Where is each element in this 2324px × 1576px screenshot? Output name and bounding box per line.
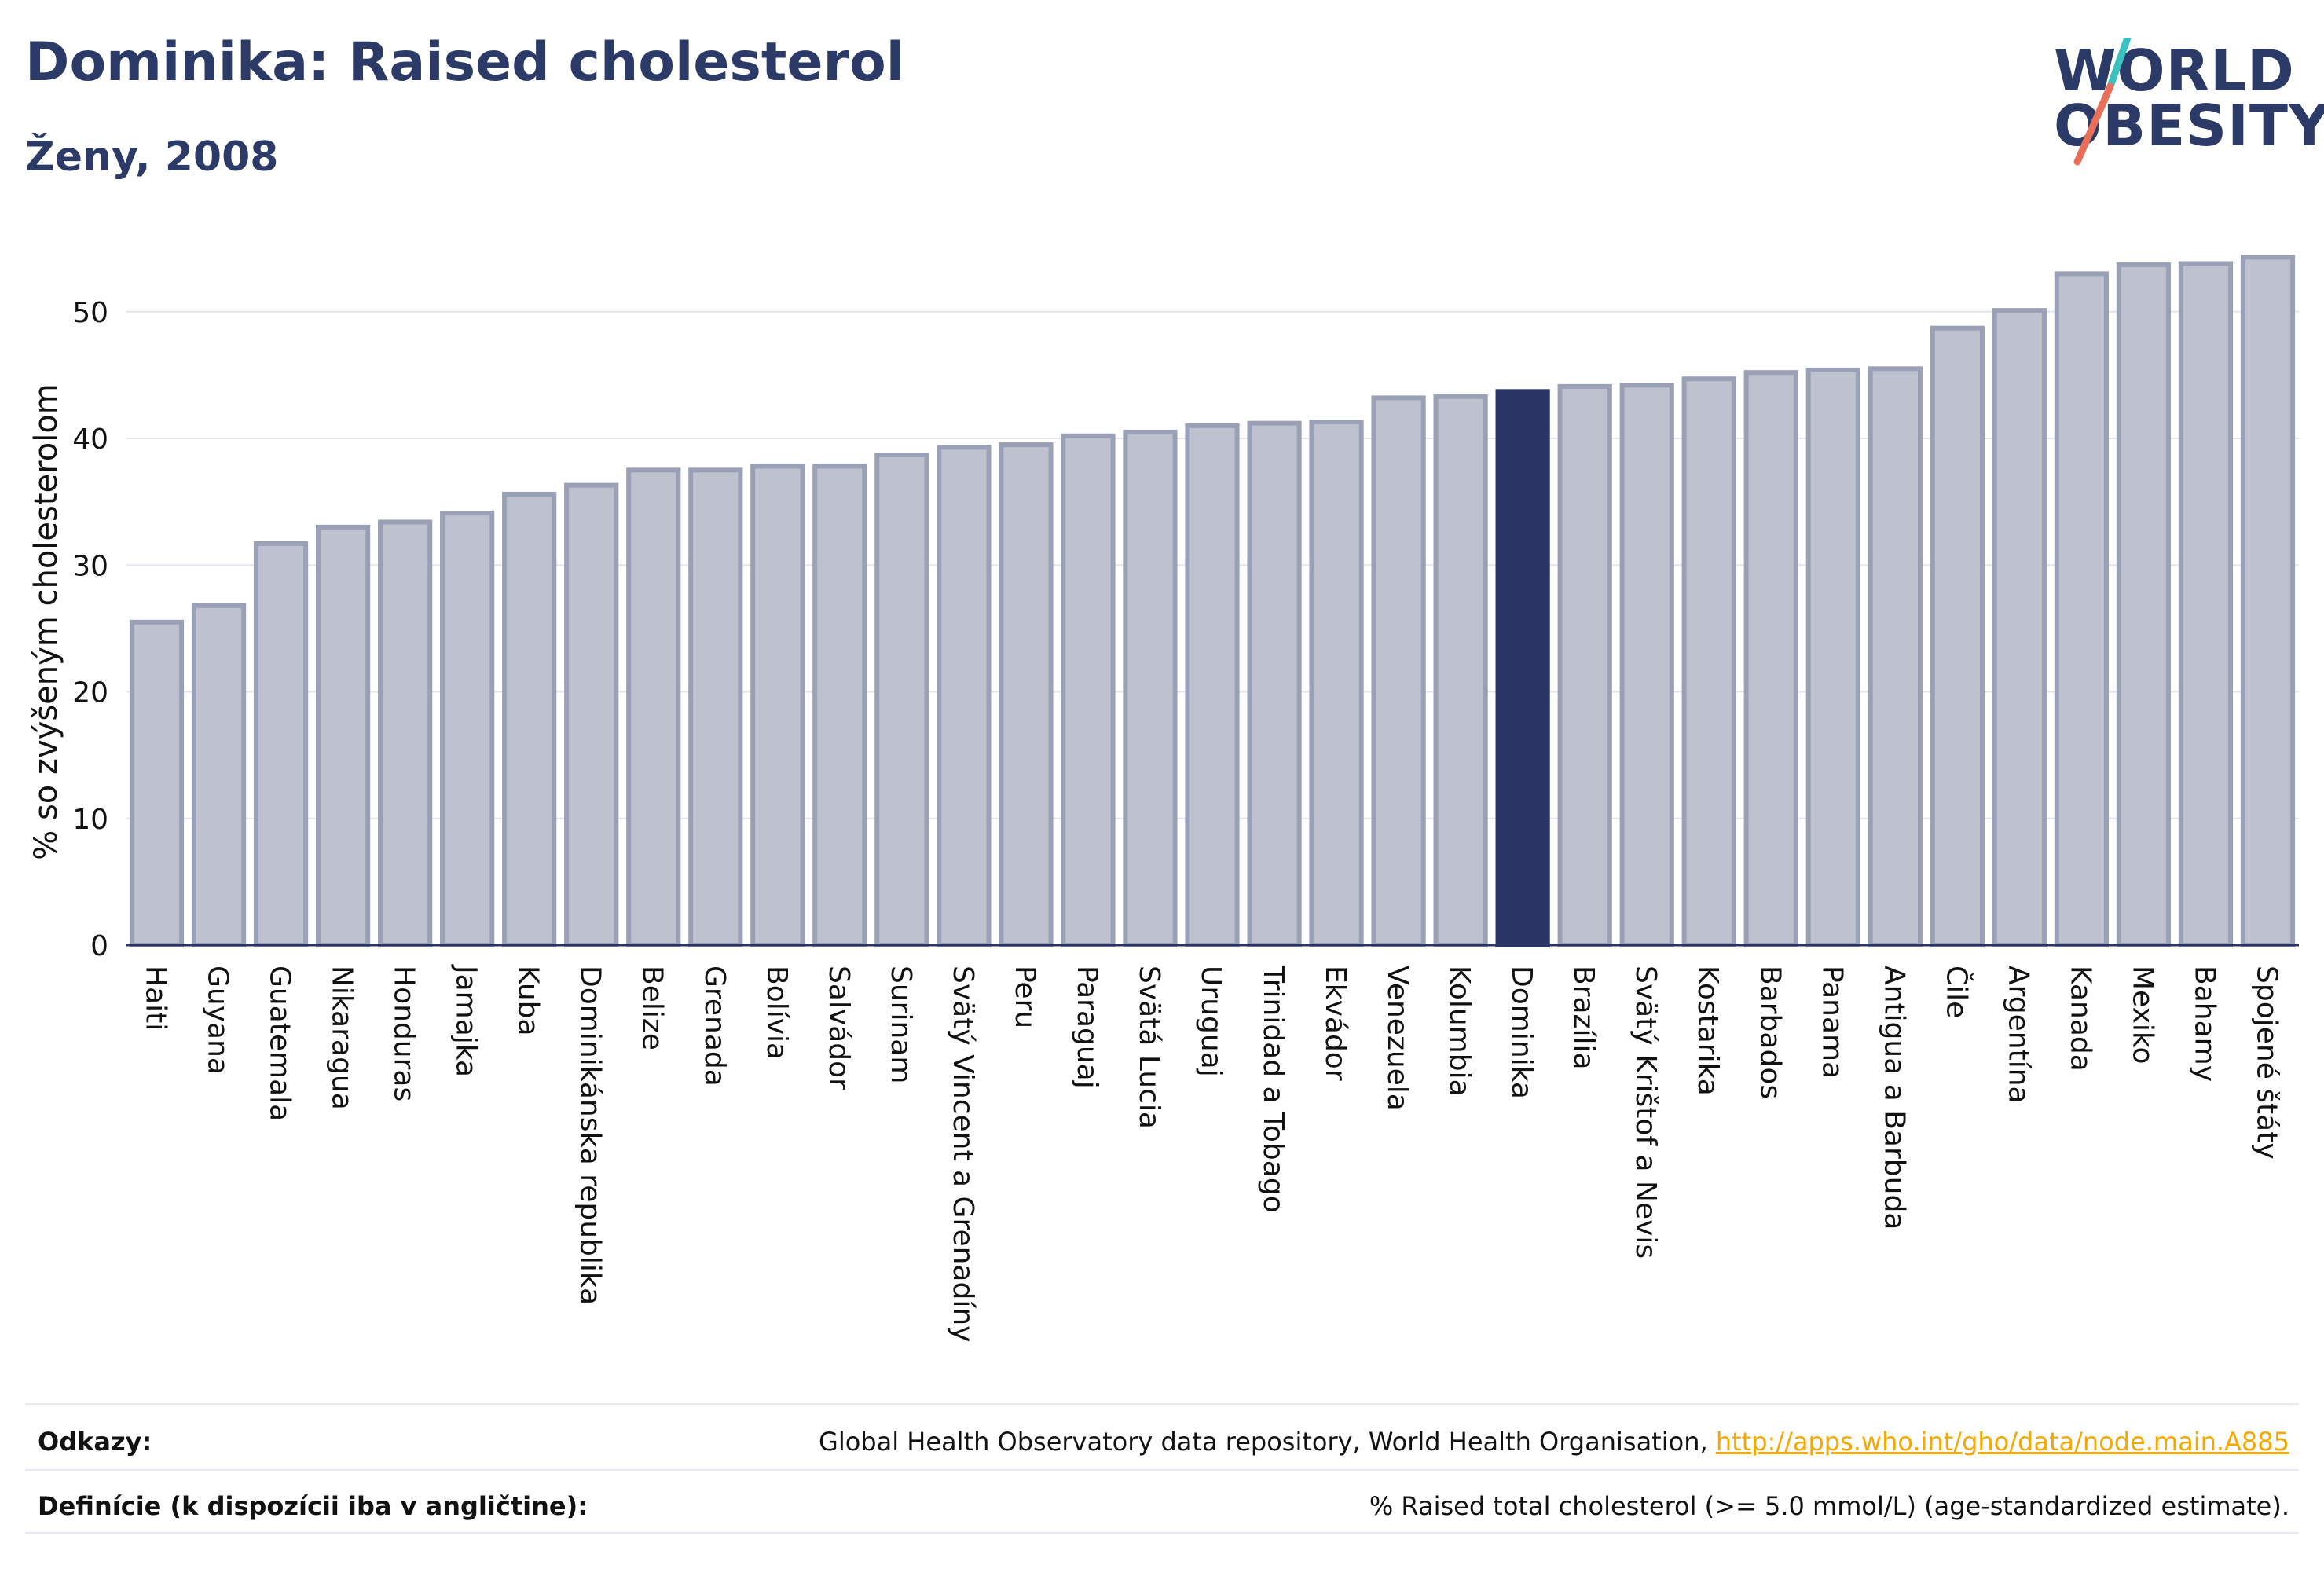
x-tick-label: Barbados (1754, 966, 1786, 1099)
bar (1868, 366, 1923, 947)
bar (1619, 383, 1674, 947)
y-tick-label: 50 (72, 297, 108, 329)
bar (502, 491, 557, 947)
x-tick-label: Svätý Vincent a Grenadíny (947, 966, 979, 1342)
bar (1681, 376, 1736, 947)
chart-subtitle: Ženy, 2008 (25, 134, 279, 181)
bar (378, 519, 433, 947)
references-text: Global Health Observatory data repositor… (819, 1427, 1716, 1457)
bar (1743, 370, 1798, 947)
y-tick-label: 40 (72, 423, 108, 456)
x-tick-label: Dominika (1505, 966, 1538, 1099)
bar (1247, 420, 1302, 947)
bar (1433, 394, 1488, 948)
x-tick-label: Belize (636, 966, 669, 1050)
x-tick-label: Venezuela (1381, 966, 1413, 1111)
bar (2116, 262, 2172, 947)
bar (315, 524, 371, 947)
x-tick-label: Uruguaj (1195, 966, 1227, 1077)
bar (1557, 383, 1612, 947)
references-value: Global Health Observatory data repositor… (819, 1427, 2289, 1457)
x-tick-label: Grenada (698, 966, 731, 1087)
x-tick-label: Kostarika (1692, 966, 1724, 1096)
x-tick-label: Nikaragua (326, 966, 358, 1110)
x-tick-label: Panama (1816, 966, 1848, 1079)
bar-chart: 0 10 20 30 40 50 % so zvýšeným cholesterolom Ha… (28, 255, 2299, 1342)
x-tick-label: Svätá Lucia (1133, 966, 1165, 1129)
x-tick-label: Salvádor (823, 966, 855, 1090)
references-link[interactable]: http://apps.who.int/gho/data/node.main.A… (1715, 1427, 2289, 1457)
bar (2178, 261, 2234, 948)
references-label: Odkazy: (38, 1427, 152, 1457)
bar (2054, 271, 2110, 947)
logo-slash-icon (2073, 38, 2132, 166)
bar (1061, 433, 1116, 947)
bar (1309, 420, 1364, 947)
bar (999, 442, 1054, 947)
x-tick-label: Peru (1009, 966, 1041, 1028)
x-tick-label: Spojené štáty (2250, 966, 2282, 1160)
x-tick-label: Haiti (140, 966, 172, 1031)
bar (253, 541, 309, 948)
bar (191, 603, 247, 947)
bar (812, 464, 867, 947)
x-tick-label: Čile (1940, 966, 1973, 1018)
x-tick-label: Paraguaj (1071, 966, 1103, 1089)
logo-line1: WORLD (2054, 38, 2295, 104)
bar (688, 467, 743, 947)
x-tick-label: Jamajka (450, 964, 482, 1077)
x-tick-label: Svätý Krištof a Nevis (1629, 966, 1662, 1259)
footer-divider-middle (25, 1469, 2299, 1471)
footer-divider-bottom (25, 1532, 2299, 1534)
x-tick-label: Bahamy (2188, 966, 2220, 1082)
bar (626, 467, 681, 947)
x-tick-label: Antigua a Barbuda (1878, 966, 1910, 1230)
bar (440, 511, 495, 947)
bar (1992, 308, 2047, 947)
bar (1371, 395, 1426, 947)
x-tick-label: Argentína (2002, 966, 2034, 1104)
x-tick-label: Dominikánska republika (574, 966, 607, 1305)
x-tick-label: Guatemala (264, 966, 296, 1121)
y-tick-label: 20 (72, 677, 108, 709)
y-tick-label: 10 (72, 804, 108, 836)
bar (1930, 325, 1985, 947)
x-tick-label: Bolívia (761, 966, 793, 1060)
bar (937, 445, 992, 947)
footer-divider-top (25, 1403, 2299, 1405)
x-tick-label: Kuba (512, 966, 544, 1036)
x-tick-label: Honduras (388, 966, 420, 1101)
bar (1805, 367, 1860, 947)
x-tick-label: Ekvádor (1319, 966, 1351, 1081)
x-tick-label: Mexiko (2126, 966, 2158, 1064)
y-tick-label: 0 (90, 930, 108, 962)
bar (2240, 255, 2296, 948)
bar (564, 482, 619, 947)
x-tick-label: Guyana (202, 966, 234, 1075)
x-tick-label: Surinam (885, 966, 917, 1083)
x-tick-label: Brazília (1567, 966, 1600, 1070)
x-tick-label: Trinidad a Tobago (1257, 965, 1289, 1213)
y-tick-label: 30 (72, 550, 108, 582)
definitions-label: Definície (k dispozícii iba v angličtine… (38, 1491, 588, 1521)
x-tick-label: Kolumbia (1443, 966, 1475, 1097)
definitions-value: % Raised total cholesterol (>= 5.0 mmol/… (1369, 1491, 2289, 1521)
bar (874, 452, 929, 947)
bar (1123, 429, 1178, 947)
bar (129, 619, 185, 947)
chart-title: Dominika: Raised cholesterol (25, 31, 905, 93)
x-tick-label: Kanada (2064, 966, 2096, 1072)
bar (1185, 423, 1240, 947)
bar (1495, 389, 1550, 947)
bar (750, 464, 805, 947)
world-obesity-logo: WORLD OBESITY (2043, 38, 2324, 166)
y-axis-title: % so zvýšeným cholesterolom (28, 383, 64, 860)
